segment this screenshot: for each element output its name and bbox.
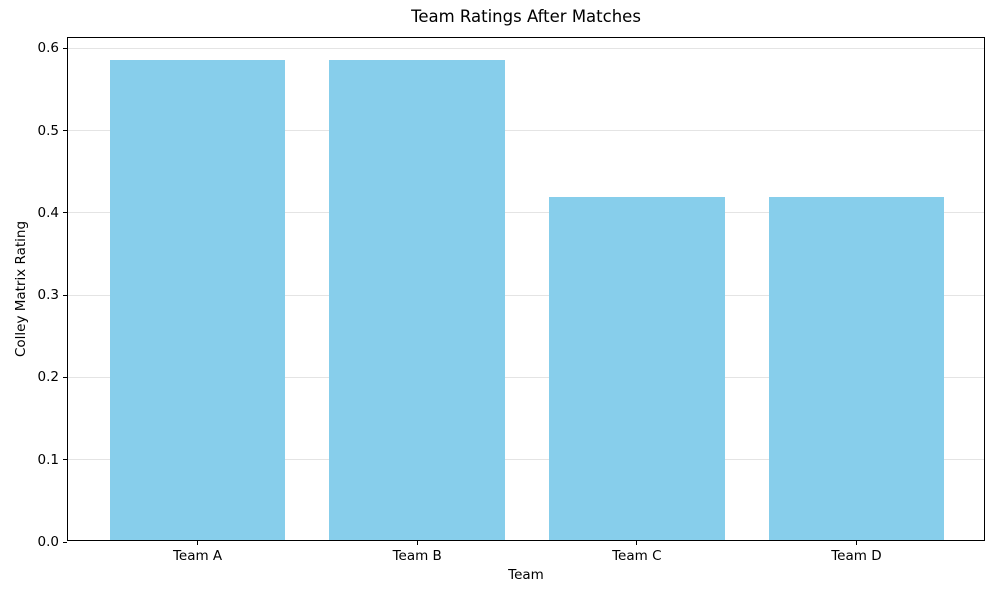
x-axis-label: Team <box>508 567 544 583</box>
gridline <box>68 212 984 214</box>
gridline <box>68 130 984 132</box>
x-tick-label: Team D <box>831 548 882 564</box>
y-tick-mark <box>63 47 67 49</box>
gridline <box>68 47 984 49</box>
x-tick-label: Team A <box>172 548 223 564</box>
plot-area: 0.0 0.1 0.2 0.3 0.4 0.5 0.6 Team A Team B Team C T… <box>38 37 985 564</box>
x-tick-mark <box>855 541 857 545</box>
bar-team-d <box>768 197 945 540</box>
y-tick-mark <box>63 130 67 132</box>
x-tick-mark <box>416 541 418 545</box>
y-tick-mark <box>63 376 67 378</box>
x-tick-label: Team C <box>612 548 662 564</box>
y-tick-label: 0.2 <box>37 369 59 386</box>
bar-team-b <box>329 60 506 540</box>
y-tick-label: 0.5 <box>37 122 59 139</box>
bar-team-c <box>548 197 725 540</box>
y-tick-mark <box>63 294 67 296</box>
gridline <box>68 376 984 378</box>
x-tick-mark <box>197 541 199 545</box>
y-tick-mark <box>63 541 67 543</box>
y-tick-label: 0.0 <box>37 534 59 550</box>
y-tick-label: 0.3 <box>37 287 59 304</box>
gridline <box>68 459 984 461</box>
x-tick-mark <box>636 541 638 545</box>
chart-title: Team Ratings After Matches <box>411 7 641 26</box>
y-tick-mark <box>63 459 67 461</box>
x-tick-label: Team B <box>392 548 442 564</box>
bar-team-a <box>109 60 286 540</box>
y-tick-mark <box>63 212 67 214</box>
gridline <box>68 294 984 296</box>
y-tick-label: 0.4 <box>37 204 59 221</box>
y-tick-label: 0.1 <box>37 451 59 468</box>
y-tick-label: 0.6 <box>37 40 59 57</box>
